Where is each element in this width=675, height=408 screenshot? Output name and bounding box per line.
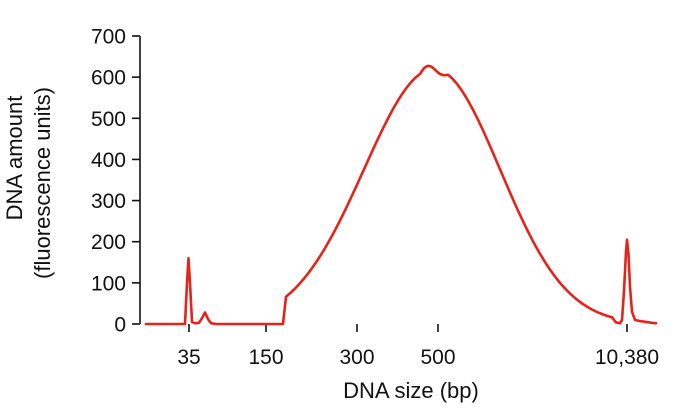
y-tick-label: 0 xyxy=(114,314,126,337)
plot-area xyxy=(144,64,658,326)
y-axis-title-line-1: DNA amount xyxy=(2,96,27,221)
x-tick-label: 150 xyxy=(248,346,283,369)
fluorescence-trace xyxy=(144,64,658,326)
y-tick-label: 600 xyxy=(91,67,126,90)
x-tick-label: 300 xyxy=(339,346,374,369)
y-tick-label: 100 xyxy=(91,272,126,295)
x-axis-title: DNA size (bp) xyxy=(343,378,479,403)
y-ticks: 0 100 200 300 400 500 600 700 xyxy=(91,26,140,337)
x-axis: 35 150 300 500 10,380 DNA size (bp) xyxy=(177,324,659,403)
y-axis: 0 100 200 300 400 500 600 700 DNA amount (fluor… xyxy=(2,26,141,337)
y-tick-label: 300 xyxy=(91,190,126,213)
y-tick-label: 500 xyxy=(91,108,126,131)
x-tick-label: 35 xyxy=(177,346,200,369)
x-tick-label: 500 xyxy=(420,346,455,369)
y-tick-label: 200 xyxy=(91,231,126,254)
x-tick-label: 10,380 xyxy=(595,346,659,369)
y-tick-label: 700 xyxy=(91,26,126,49)
y-tick-label: 400 xyxy=(91,149,126,172)
y-axis-title-line-2: (fluorescence units) xyxy=(30,87,55,279)
x-ticks: 35 150 300 500 10,380 xyxy=(177,324,659,369)
